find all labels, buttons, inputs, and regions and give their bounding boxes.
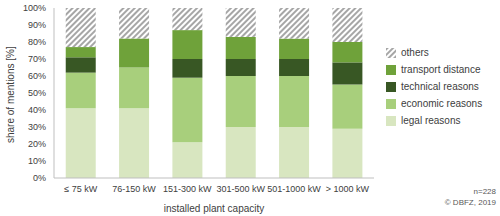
svg-text:301-500 kW: 301-500 kW	[216, 184, 265, 194]
svg-text:> 1000 kW: > 1000 kW	[326, 184, 370, 194]
svg-text:10%: 10%	[28, 156, 46, 166]
svg-text:installed plant capacity: installed plant capacity	[164, 203, 265, 214]
svg-text:90%: 90%	[28, 20, 46, 30]
html-text:others: others	[401, 47, 429, 58]
svg-text:40%: 40%	[28, 105, 46, 115]
svg-text:151-300 kW: 151-300 kW	[163, 184, 212, 194]
html-text:© DBFZ, 2019: © DBFZ, 2019	[444, 198, 496, 207]
svg-text:0%: 0%	[33, 173, 46, 183]
html-text:transport distance: transport distance	[401, 64, 481, 75]
svg-text:76-150 kW: 76-150 kW	[112, 184, 156, 194]
svg-text:70%: 70%	[28, 54, 46, 64]
svg-text:60%: 60%	[28, 71, 46, 81]
svg-text:≤ 75 kW: ≤ 75 kW	[64, 184, 97, 194]
html-text:economic reasons: economic reasons	[401, 98, 483, 109]
svg-text:50%: 50%	[28, 88, 46, 98]
html-text:technical reasons: technical reasons	[401, 81, 479, 92]
svg-text:20%: 20%	[28, 139, 46, 149]
svg-text:80%: 80%	[28, 37, 46, 47]
html-text:legal reasons: legal reasons	[401, 115, 461, 126]
svg-text:501-1000 kW: 501-1000 kW	[267, 184, 321, 194]
html-text:n=228: n=228	[473, 187, 496, 196]
svg-text:30%: 30%	[28, 122, 46, 132]
svg-text:share of mentions [%]: share of mentions [%]	[8, 46, 16, 143]
svg-text:100%: 100%	[23, 3, 46, 13]
